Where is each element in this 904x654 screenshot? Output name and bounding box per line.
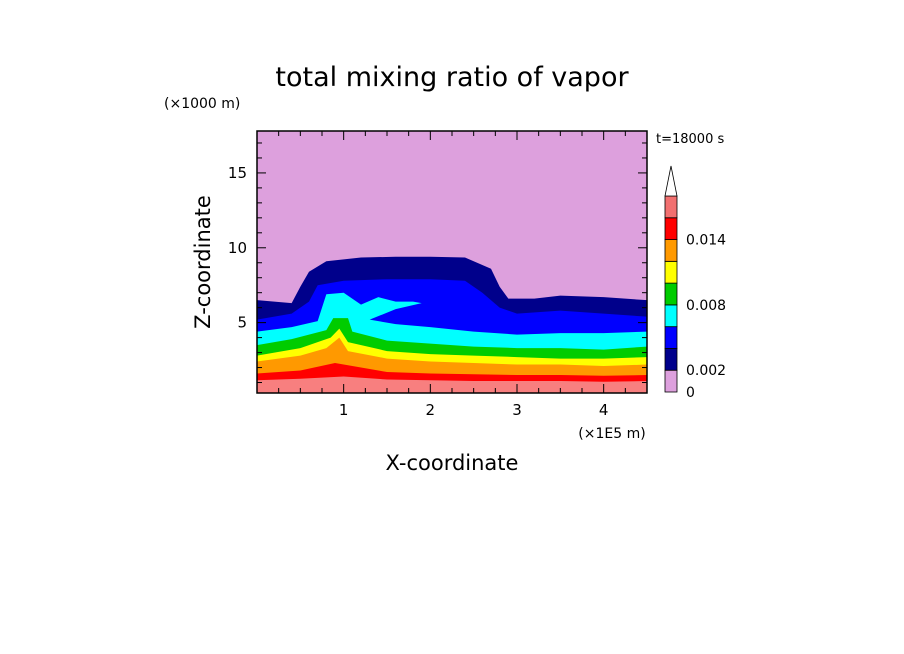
colorbar-segment <box>664 304 678 328</box>
y-axis-ticks: 5 10 15 <box>228 142 647 384</box>
colorbar-tick-label: 0.002 <box>686 363 726 379</box>
colorbar-tick-label: 0 <box>686 385 695 401</box>
colorbar-segment <box>664 260 678 284</box>
colorbar-segment <box>664 348 678 371</box>
colorbar-segment <box>664 369 678 393</box>
contour-fill-area <box>257 131 647 393</box>
y-tick-label: 15 <box>228 164 247 182</box>
y-tick-label: 5 <box>237 314 247 332</box>
colorbar-segment <box>664 217 678 240</box>
colorbar-segment <box>664 326 678 349</box>
x-axis-label: X-coordinate <box>386 451 519 475</box>
colorbar-segment <box>664 195 678 219</box>
colorbar-extend-arrow <box>664 165 678 197</box>
x-unit-label: (×1E5 m) <box>578 426 645 442</box>
colorbar-segment <box>664 282 678 306</box>
contour-band-0.014 <box>257 376 647 393</box>
x-tick-label: 3 <box>512 401 522 419</box>
y-tick-label: 10 <box>228 239 247 257</box>
x-tick-label: 2 <box>426 401 436 419</box>
x-tick-label: 4 <box>599 401 609 419</box>
colorbar-segment <box>664 239 678 262</box>
colorbar: 0 0.002 0.008 0.014 <box>664 165 726 401</box>
colorbar-tick-label: 0.008 <box>686 298 726 314</box>
y-unit-label: (×1000 m) <box>164 96 240 112</box>
colorbar-tick-label: 0.014 <box>686 233 726 249</box>
chart-title: total mixing ratio of vapor <box>275 62 629 93</box>
x-axis-ticks: 1 2 3 4 <box>278 131 626 419</box>
x-tick-label: 1 <box>339 401 349 419</box>
y-axis-label: Z-coordinate <box>191 195 215 329</box>
time-label: t=18000 s <box>656 132 724 147</box>
